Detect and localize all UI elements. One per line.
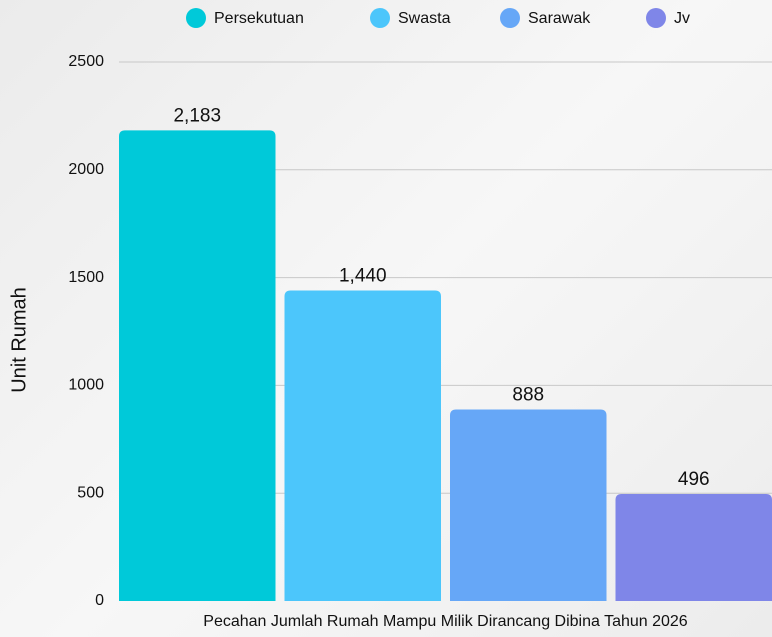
- legend-label: Sarawak: [528, 10, 591, 27]
- data-label: 1,440: [339, 266, 387, 287]
- y-tick-label: 0: [95, 592, 104, 609]
- y-tick-label: 2500: [68, 53, 104, 70]
- data-label: 496: [678, 469, 710, 490]
- y-tick-label: 2000: [68, 161, 104, 178]
- bar: [615, 494, 772, 601]
- y-axis-label: Unit Rumah: [8, 287, 30, 393]
- y-tick-label: 1500: [68, 269, 104, 286]
- bar: [450, 409, 607, 601]
- legend-swatch: [186, 8, 206, 28]
- y-tick-label: 1000: [68, 377, 104, 394]
- legend-label: Persekutuan: [214, 10, 304, 27]
- legend-swatch: [500, 8, 520, 28]
- legend-swatch: [646, 8, 666, 28]
- x-tick-label: Pecahan Jumlah Rumah Mampu Milik Diranca…: [203, 613, 688, 630]
- legend-label: Jv: [674, 10, 690, 27]
- data-label: 888: [512, 385, 544, 406]
- y-tick-label: 500: [77, 484, 104, 501]
- bar: [284, 290, 441, 601]
- bar: [119, 130, 276, 601]
- legend-swatch: [370, 8, 390, 28]
- data-label: 2,183: [173, 105, 221, 126]
- legend-label: Swasta: [398, 10, 451, 27]
